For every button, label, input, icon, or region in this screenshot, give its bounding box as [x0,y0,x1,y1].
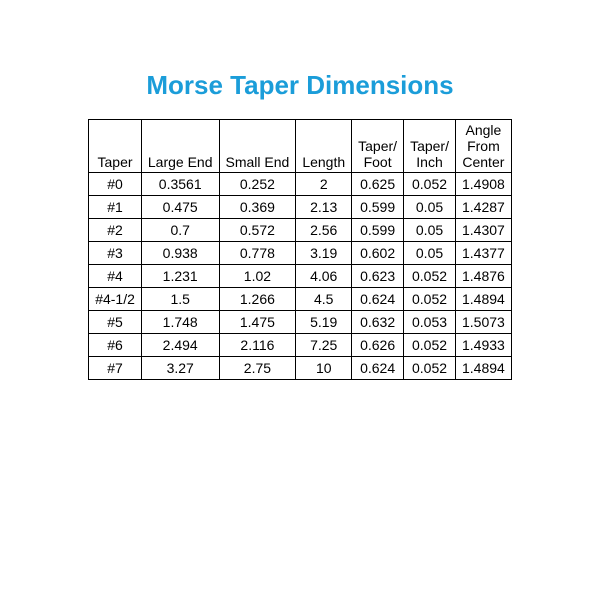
table-cell: 2.116 [219,334,296,357]
column-header: AngleFromCenter [455,120,511,173]
table-row: #41.2311.024.060.6230.0521.4876 [89,265,512,288]
table-cell: 0.632 [352,311,404,334]
table-cell: 1.4377 [455,242,511,265]
table-cell: 2.494 [141,334,219,357]
column-header-line: Taper/ [358,138,397,154]
table-row: #4-1/21.51.2664.50.6240.0521.4894 [89,288,512,311]
table-cell: 1.4933 [455,334,511,357]
column-header-line: Taper/ [410,138,449,154]
table-cell: 7.25 [296,334,352,357]
table-row: #30.9380.7783.190.6020.051.4377 [89,242,512,265]
column-header-line: Length [302,154,345,170]
table-cell: 1.748 [141,311,219,334]
table-cell: 0.05 [404,242,456,265]
column-header: Taper [89,120,142,173]
table-body: #00.35610.25220.6250.0521.4908#10.4750.3… [89,173,512,380]
table-cell: #7 [89,357,142,380]
column-header-line: Small End [226,154,290,170]
table-cell: 4.06 [296,265,352,288]
column-header: Small End [219,120,296,173]
column-header: Length [296,120,352,173]
table-cell: 1.02 [219,265,296,288]
table-cell: 1.4287 [455,196,511,219]
table-cell: #3 [89,242,142,265]
table-cell: 0.778 [219,242,296,265]
dimensions-table: TaperLarge EndSmall EndLengthTaper/FootT… [88,119,512,380]
table-cell: 2.56 [296,219,352,242]
table-cell: 1.4908 [455,173,511,196]
table-row: #62.4942.1167.250.6260.0521.4933 [89,334,512,357]
table-cell: 0.05 [404,219,456,242]
column-header-line: Angle [465,122,501,138]
table-cell: 0.053 [404,311,456,334]
table-cell: 2.13 [296,196,352,219]
table-cell: 1.4894 [455,288,511,311]
table-cell: #4 [89,265,142,288]
table-cell: 0.624 [352,357,404,380]
table-cell: 0.7 [141,219,219,242]
table-row: #00.35610.25220.6250.0521.4908 [89,173,512,196]
column-header: Large End [141,120,219,173]
table-cell: #0 [89,173,142,196]
table-row: #10.4750.3692.130.5990.051.4287 [89,196,512,219]
table-cell: 0.3561 [141,173,219,196]
column-header-line: Taper [98,154,133,170]
table-cell: 0.475 [141,196,219,219]
table-row: #51.7481.4755.190.6320.0531.5073 [89,311,512,334]
table-cell: 3.27 [141,357,219,380]
column-header-line: Foot [364,154,392,170]
table-cell: 0.05 [404,196,456,219]
table-cell: 0.938 [141,242,219,265]
table-cell: 1.475 [219,311,296,334]
table-cell: #5 [89,311,142,334]
table-cell: 1.4307 [455,219,511,242]
table-cell: #2 [89,219,142,242]
table-header: TaperLarge EndSmall EndLengthTaper/FootT… [89,120,512,173]
column-header-line: Large End [148,154,213,170]
table-cell: #6 [89,334,142,357]
table-cell: 0.623 [352,265,404,288]
table-cell: 0.369 [219,196,296,219]
table-cell: 0.599 [352,219,404,242]
table-cell: 0.052 [404,265,456,288]
column-header-line: Inch [416,154,442,170]
column-header-line: From [467,138,500,154]
column-header: Taper/Foot [352,120,404,173]
table-cell: 0.252 [219,173,296,196]
table-cell: 2 [296,173,352,196]
table-cell: 10 [296,357,352,380]
table-cell: 1.4894 [455,357,511,380]
table-cell: 0.052 [404,334,456,357]
table-cell: 4.5 [296,288,352,311]
table-cell: 1.4876 [455,265,511,288]
table-cell: 0.626 [352,334,404,357]
table-cell: 0.572 [219,219,296,242]
table-cell: 1.266 [219,288,296,311]
table-cell: #1 [89,196,142,219]
table-row: #73.272.75100.6240.0521.4894 [89,357,512,380]
page-title: Morse Taper Dimensions [0,70,600,101]
table-cell: 0.599 [352,196,404,219]
table-cell: 0.052 [404,357,456,380]
table-cell: 0.625 [352,173,404,196]
column-header: Taper/Inch [404,120,456,173]
table-row: #20.70.5722.560.5990.051.4307 [89,219,512,242]
table-cell: #4-1/2 [89,288,142,311]
table-cell: 1.5 [141,288,219,311]
page: Morse Taper Dimensions Taper Large End Sma… [0,0,600,380]
table-cell: 3.19 [296,242,352,265]
table-cell: 0.602 [352,242,404,265]
table-cell: 2.75 [219,357,296,380]
table-cell: 0.624 [352,288,404,311]
table-cell: 5.19 [296,311,352,334]
table-cell: 0.052 [404,288,456,311]
table-cell: 1.231 [141,265,219,288]
table-cell: 0.052 [404,173,456,196]
column-header-line: Center [462,154,504,170]
table-cell: 1.5073 [455,311,511,334]
